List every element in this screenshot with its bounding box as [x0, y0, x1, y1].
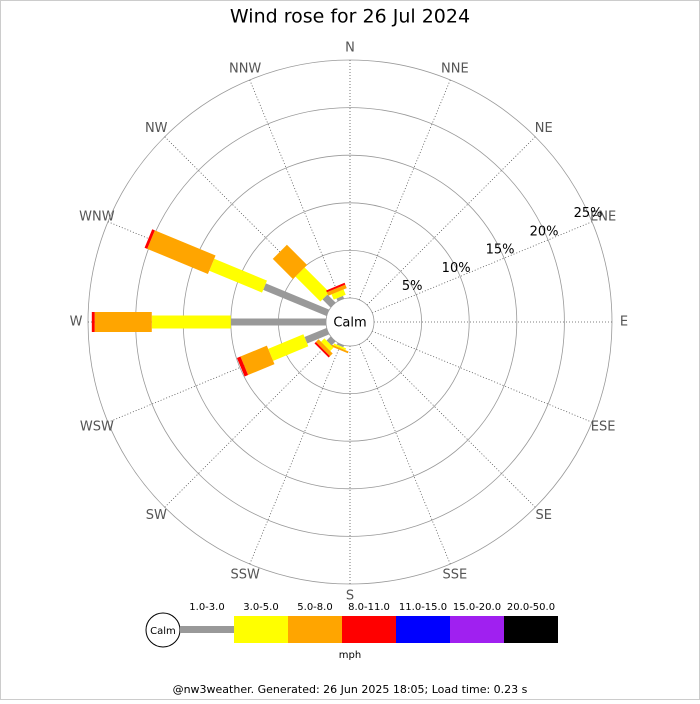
petal-segment [147, 230, 216, 274]
spoke [249, 344, 342, 565]
legend-swatch [342, 616, 396, 643]
petal-segment [326, 284, 347, 296]
petal-segment [322, 294, 336, 308]
direction-label: S [346, 589, 354, 604]
direction-label: SSE [442, 568, 467, 583]
petal-segment [304, 327, 330, 344]
footer: @nw3weather. Generated: 26 Jun 2025 18:0… [173, 683, 528, 696]
legend-swatch [396, 616, 450, 643]
legend-unit: mph [339, 650, 361, 661]
legend-label: 15.0-20.0 [453, 602, 501, 613]
petal-segment [268, 334, 309, 361]
legend-swatch [450, 616, 504, 643]
direction-label: SSW [230, 568, 260, 583]
ring-label: 20% [530, 224, 559, 239]
legend-label: 1.0-3.0 [189, 602, 224, 613]
legend-label: 3.0-5.0 [243, 602, 278, 613]
direction-label: SE [536, 508, 552, 523]
spoke [366, 136, 536, 306]
petal-segment [336, 295, 345, 302]
petal-segment [209, 258, 267, 293]
direction-label: NNW [229, 61, 261, 76]
direction-label: NE [535, 121, 553, 136]
spoke [372, 330, 593, 423]
petal-segment [321, 338, 334, 351]
spoke [358, 344, 451, 565]
petal-segment [329, 343, 349, 354]
petal-segment [240, 345, 275, 376]
chart-title: Wind rose for 26 Jul 2024 [230, 6, 470, 28]
legend-swatch [288, 616, 342, 643]
petal-segment [326, 282, 346, 293]
calm-circle [325, 297, 375, 347]
legend-swatch [234, 616, 288, 643]
direction-label: ENE [590, 210, 616, 225]
spoke [366, 338, 536, 508]
petal-segment [263, 283, 330, 317]
petal-segment [144, 229, 155, 249]
petal-segment [315, 339, 333, 357]
petal-segment [272, 244, 308, 280]
calm-label: Calm [333, 316, 366, 331]
legend-label: 8.0-11.0 [348, 602, 390, 613]
spoke [372, 221, 593, 314]
direction-label: N [345, 41, 355, 56]
direction-label: ESE [591, 419, 616, 434]
petal-segment [314, 341, 331, 358]
legend-swatch [504, 616, 558, 643]
legend-label: 20.0-50.0 [507, 602, 555, 613]
petal-segment [331, 289, 346, 300]
ring-label: 15% [486, 243, 515, 258]
spoke [164, 338, 334, 508]
legend-swatch [180, 626, 234, 633]
spoke [358, 79, 451, 300]
spoke [249, 79, 342, 300]
direction-label: WSW [80, 419, 114, 434]
petal-segment [326, 336, 336, 346]
petal-segment [295, 267, 330, 302]
legend-label: 11.0-15.0 [399, 602, 447, 613]
direction-label: E [620, 315, 628, 330]
direction-label: WNW [79, 210, 115, 225]
petal-segment [333, 343, 347, 351]
legend-calm-label: Calm [150, 626, 176, 637]
ring-label: 10% [442, 261, 471, 276]
direction-label: NW [145, 121, 168, 136]
direction-label: SW [146, 508, 167, 523]
petal-segment [236, 356, 249, 377]
legend-label: 5.0-8.0 [297, 602, 332, 613]
direction-label: NNE [441, 61, 469, 76]
ring-label: 5% [402, 279, 423, 294]
ring-label: 25% [574, 206, 603, 221]
direction-label: W [70, 315, 83, 330]
